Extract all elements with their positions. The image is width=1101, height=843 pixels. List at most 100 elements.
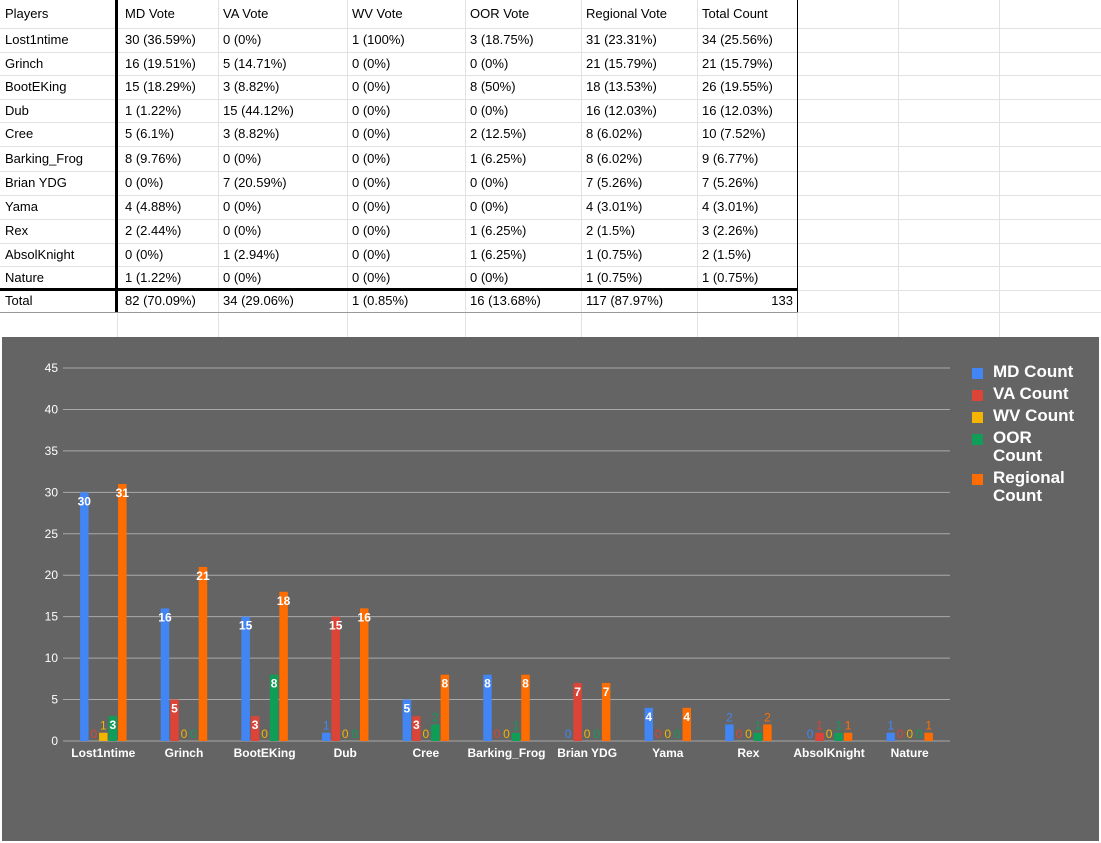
table-cell: 3 (18.75%) bbox=[470, 33, 534, 47]
data-label: 0 bbox=[897, 727, 904, 741]
data-label: 0 bbox=[351, 727, 358, 741]
y-tick-label: 5 bbox=[51, 693, 58, 707]
data-label: 0 bbox=[503, 727, 510, 741]
data-label: 8 bbox=[271, 677, 278, 691]
data-label: 0 bbox=[261, 727, 268, 741]
bar bbox=[763, 724, 772, 741]
data-label: 5 bbox=[171, 702, 178, 716]
legend-swatch-va bbox=[972, 390, 983, 401]
player-name-cell: Rex bbox=[5, 224, 29, 238]
legend-item-va: VA Count bbox=[972, 385, 1092, 403]
data-label: 0 bbox=[584, 727, 591, 741]
bar bbox=[241, 616, 250, 741]
data-label: 1 bbox=[835, 719, 842, 733]
data-label: 4 bbox=[645, 710, 652, 724]
table-cell: 0 (0%) bbox=[352, 176, 391, 190]
data-label: 0 bbox=[593, 727, 600, 741]
data-label: 1 bbox=[816, 719, 823, 733]
data-label: 0 bbox=[664, 727, 671, 741]
table-cell: 0 (0%) bbox=[352, 248, 391, 262]
data-label: 0 bbox=[906, 727, 913, 741]
table-cell: 0 (0%) bbox=[470, 176, 509, 190]
table-cell: 3 (8.82%) bbox=[223, 80, 280, 94]
sheet-border bbox=[0, 288, 798, 291]
sheet-border bbox=[115, 0, 118, 312]
data-label: 30 bbox=[78, 494, 92, 508]
table-cell: 0 (0%) bbox=[352, 224, 391, 238]
legend-label-regional: Regional Count bbox=[993, 468, 1065, 505]
table-cell: 5 (6.1%) bbox=[125, 127, 175, 141]
player-name-cell: Nature bbox=[5, 271, 45, 285]
table-cell: 9 (6.77%) bbox=[702, 152, 759, 166]
legend-label-oor: OOR Count bbox=[993, 428, 1043, 465]
table-cell: 0 (0%) bbox=[223, 271, 262, 285]
player-name-cell: Grinch bbox=[5, 57, 44, 71]
table-cell: 0 (0%) bbox=[470, 200, 509, 214]
sheet-gridline bbox=[0, 52, 1101, 53]
table-cell: 0 (0%) bbox=[470, 57, 509, 71]
data-label: 0 bbox=[807, 727, 814, 741]
table-cell: 1 (100%) bbox=[352, 33, 405, 47]
data-label: 1 bbox=[755, 719, 762, 733]
data-label: 1 bbox=[323, 719, 330, 733]
table-cell: 15 (18.29%) bbox=[125, 80, 196, 94]
data-label: 7 bbox=[603, 685, 610, 699]
y-tick-label: 30 bbox=[45, 485, 59, 499]
bar bbox=[331, 616, 340, 741]
bar bbox=[80, 492, 89, 741]
data-label: 1 bbox=[100, 719, 107, 733]
bar bbox=[644, 707, 654, 741]
table-cell: 0 (0%) bbox=[470, 104, 509, 118]
data-label: 0 bbox=[90, 727, 97, 741]
player-name-cell: Cree bbox=[5, 127, 34, 141]
table-cell: 0 (0%) bbox=[352, 80, 391, 94]
table-cell: 8 (6.02%) bbox=[586, 127, 643, 141]
table-cell: 3 (8.82%) bbox=[223, 127, 280, 141]
table-cell: 8 (9.76%) bbox=[125, 152, 182, 166]
table-cell: 0 (0%) bbox=[223, 200, 262, 214]
sheet-gridline bbox=[581, 0, 582, 338]
data-label: 2 bbox=[432, 710, 439, 724]
bar bbox=[170, 699, 179, 741]
table-cell: 1 (1.22%) bbox=[125, 271, 182, 285]
table-cell: 0 (0%) bbox=[352, 127, 391, 141]
header-cell: WV Vote bbox=[352, 7, 403, 21]
table-cell: 7 (20.59%) bbox=[223, 176, 287, 190]
bar bbox=[573, 682, 582, 741]
table-cell: 1 (1.22%) bbox=[125, 104, 182, 118]
sheet-border bbox=[797, 0, 798, 312]
table-cell: 0 (0%) bbox=[352, 271, 391, 285]
data-label: 21 bbox=[196, 569, 210, 583]
table-cell: 30 (36.59%) bbox=[125, 33, 196, 47]
data-label: 15 bbox=[239, 619, 253, 633]
table-cell: 16 (12.03%) bbox=[702, 104, 773, 118]
data-label: 5 bbox=[404, 702, 411, 716]
table-cell: 0 (0%) bbox=[223, 33, 262, 47]
table-cell: 4 (4.88%) bbox=[125, 200, 182, 214]
legend-label-va: VA Count bbox=[993, 384, 1069, 403]
bar bbox=[160, 608, 170, 741]
data-label: 0 bbox=[342, 727, 349, 741]
sheet-gridline bbox=[697, 0, 698, 338]
table-cell: 0 (0%) bbox=[223, 152, 262, 166]
table-cell: 10 (7.52%) bbox=[702, 127, 766, 141]
table-cell: 1 (0.75%) bbox=[586, 248, 643, 262]
data-label: 2 bbox=[764, 710, 771, 724]
bar bbox=[198, 566, 208, 741]
bar bbox=[682, 707, 692, 741]
data-label: 16 bbox=[158, 610, 172, 624]
bar bbox=[431, 724, 440, 741]
x-tick-label: Barking_Frog bbox=[467, 746, 545, 760]
legend-item-oor: OOR Count bbox=[972, 429, 1092, 465]
sheet-gridline bbox=[0, 171, 1101, 172]
data-label: 4 bbox=[683, 710, 690, 724]
bar bbox=[359, 608, 369, 741]
total-cell: 1 (0.85%) bbox=[352, 294, 409, 308]
sheet-gridline bbox=[0, 195, 1101, 196]
data-label: 0 bbox=[423, 727, 430, 741]
table-cell: 1 (6.25%) bbox=[470, 248, 527, 262]
x-tick-label: Cree bbox=[413, 746, 440, 760]
sheet-gridline bbox=[898, 0, 899, 338]
sheet-gridline bbox=[0, 28, 1101, 29]
data-label: 8 bbox=[442, 677, 449, 691]
